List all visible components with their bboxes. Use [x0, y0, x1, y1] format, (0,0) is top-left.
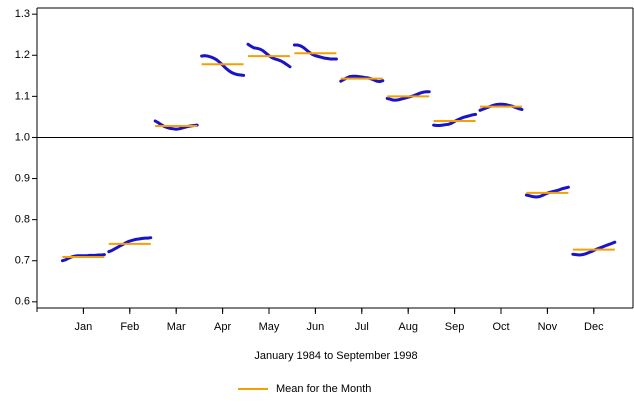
y-tick-label: 1.2	[15, 49, 30, 61]
x-axis-label: January 1984 to September 1998	[254, 350, 417, 362]
y-tick-label: 0.8	[15, 214, 30, 226]
subseries-line	[292, 43, 338, 61]
x-tick-label: Nov	[538, 321, 558, 333]
x-tick-label: Feb	[120, 321, 139, 333]
x-tick-label: Apr	[214, 321, 231, 333]
y-tick-label: 0.7	[15, 255, 30, 267]
subseries-line	[339, 74, 385, 84]
x-tick-label: Mar	[167, 321, 186, 333]
y-tick-label: 0.6	[15, 296, 30, 308]
x-tick-label: Oct	[492, 321, 509, 333]
x-tick-label: Sep	[445, 321, 465, 333]
x-tick-label: May	[259, 321, 280, 333]
x-tick-label: Jun	[307, 321, 325, 333]
x-tick-label: Dec	[584, 321, 604, 333]
legend-label: Mean for the Month	[276, 383, 371, 395]
y-tick-label: 0.9	[15, 172, 30, 184]
subseries-line	[107, 236, 153, 254]
x-tick-label: Jan	[75, 321, 93, 333]
x-tick-label: Aug	[398, 321, 418, 333]
y-tick-label: 1.3	[15, 8, 30, 20]
x-tick-label: Jul	[355, 321, 369, 333]
subseries-line	[200, 54, 246, 77]
subseries-line	[571, 240, 617, 257]
y-tick-label: 1.0	[15, 131, 30, 143]
y-tick-label: 1.1	[15, 90, 30, 102]
subseries-line	[432, 112, 478, 127]
